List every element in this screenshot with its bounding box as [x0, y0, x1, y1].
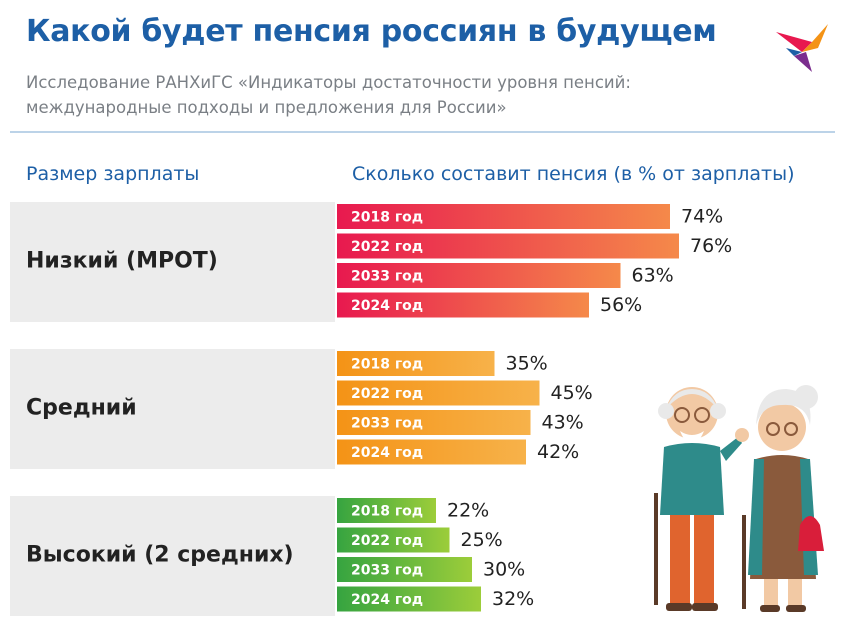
bar-year-label: 2022 год	[351, 533, 423, 549]
bar	[337, 410, 531, 435]
page-title: Какой будет пенсия россиян в будущем	[26, 14, 717, 49]
header-separator	[10, 131, 835, 133]
bar	[337, 586, 481, 612]
bar	[337, 557, 472, 582]
bar-year-label: 2022 год	[351, 239, 423, 255]
bar-year-label: 2018 год	[351, 210, 423, 226]
bar	[337, 527, 450, 553]
bar-year-label: 2018 год	[351, 504, 423, 520]
category-label: Низкий (МРОТ)	[26, 248, 218, 274]
bar-year-label: 2033 год	[351, 269, 423, 285]
bar	[337, 498, 436, 523]
bar-year-label: 2024 год	[351, 445, 423, 461]
bar-value-label: 76%	[690, 235, 732, 257]
category-band	[10, 496, 335, 616]
bar-value-label: 32%	[492, 588, 534, 610]
bar-value-label: 45%	[551, 382, 593, 404]
bar-value-label: 22%	[447, 500, 489, 522]
category-band	[10, 349, 335, 469]
bar	[337, 439, 526, 465]
bar-year-label: 2022 год	[351, 386, 423, 402]
bar-value-label: 56%	[600, 294, 642, 316]
bar-value-label: 30%	[483, 559, 525, 581]
bar-year-label: 2024 год	[351, 592, 423, 608]
bar-value-label: 42%	[537, 441, 579, 463]
category-label: Средний	[26, 395, 137, 421]
column-header-salary: Размер зарплаты	[26, 163, 200, 185]
bar-value-label: 35%	[506, 353, 548, 375]
elderly-couple-icon	[654, 385, 824, 612]
subtitle-line-1: Исследование РАНХиГС «Индикаторы достато…	[26, 73, 631, 92]
bar	[337, 380, 540, 406]
bar	[337, 351, 495, 376]
bar	[337, 233, 679, 259]
bar-value-label: 63%	[632, 265, 674, 287]
kp-bird-logo-icon	[776, 24, 828, 72]
bar-year-label: 2033 год	[351, 563, 423, 579]
bar-value-label: 74%	[681, 206, 723, 228]
bar-value-label: 25%	[461, 529, 503, 551]
bar	[337, 292, 589, 318]
bar	[337, 263, 621, 288]
subtitle-line-2: международные подходы и предложения для …	[26, 98, 507, 117]
category-band	[10, 202, 335, 322]
page-subtitle: Исследование РАНХиГС «Индикаторы достато…	[26, 70, 746, 120]
bar-year-label: 2033 год	[351, 416, 423, 432]
bar-value-label: 43%	[542, 412, 584, 434]
column-header-pension: Сколько составит пенсия (в % от зарплаты…	[352, 163, 795, 185]
bar-year-label: 2018 год	[351, 357, 423, 373]
category-label: Высокий (2 средних)	[26, 542, 294, 568]
bar-year-label: 2024 год	[351, 298, 423, 314]
bar	[337, 204, 670, 229]
